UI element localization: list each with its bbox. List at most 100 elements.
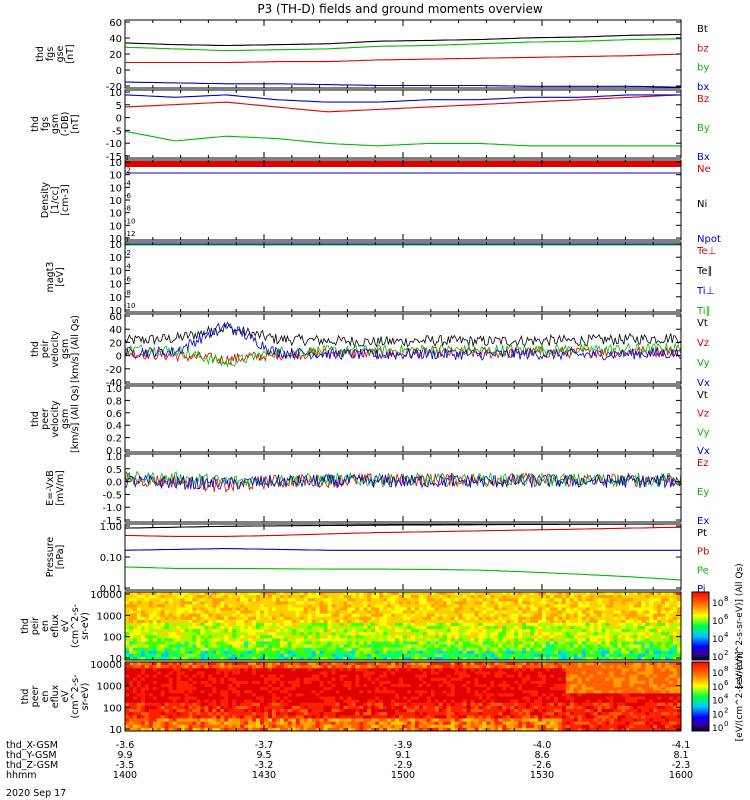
y-tick-exponent: -4	[124, 262, 132, 270]
panel-peir_en_eflux: 10000 1000 100 10 thd peir en eflux eV (cm^2-s-sr…	[20, 563, 745, 688]
legend-By: By	[697, 123, 710, 134]
y-tick-label: 60	[109, 312, 122, 323]
colorbar-tick-exponent: 2	[724, 649, 728, 657]
y-tick-exponent: -2	[124, 167, 131, 175]
y-axis-label: (cm^2-s-	[70, 675, 81, 719]
y-tick-label: 0.01	[100, 584, 122, 595]
y-axis-label: velocity	[50, 400, 61, 438]
y-tick-label: 20	[109, 338, 122, 349]
y-tick-label: 0.8	[106, 396, 122, 407]
y-tick-label: 0.4	[106, 421, 122, 432]
y-tick-label: 0	[116, 114, 122, 125]
y-tick-label: 100	[103, 633, 122, 644]
series-line-Pe	[124, 566, 682, 581]
series-line-Vx	[124, 321, 682, 361]
y-axis-label: [nPa]	[55, 545, 66, 570]
y-axis-label: en	[40, 691, 51, 703]
x-axis-row-label: thd_X-GSM	[6, 740, 58, 751]
y-tick-exponent: 0	[124, 236, 128, 244]
colorbar-tick: 10	[712, 669, 724, 679]
y-tick-label: -10	[106, 139, 122, 150]
y-tick-label: 10000	[90, 590, 122, 601]
y-tick-exponent: -12	[124, 230, 135, 238]
y-axis-label: [nT]	[65, 44, 76, 63]
y-tick-label: 10000	[90, 660, 122, 671]
legend-Vx: Vx	[697, 446, 710, 457]
legend-Ti∥: Ti∥	[696, 306, 711, 317]
y-tick-label: -5	[112, 126, 122, 137]
legend-Ne: Ne	[697, 164, 711, 175]
colorbar-tick: 10	[712, 683, 724, 693]
series-line-Bt	[124, 33, 681, 47]
y-tick-label: -0.5	[102, 490, 122, 501]
y-tick-label: 10	[109, 654, 122, 665]
y-axis-label: velocity	[50, 330, 61, 368]
legend-Vz: Vz	[697, 409, 709, 420]
legend-Bx: Bx	[697, 152, 710, 163]
x-axis-row-label: hhmm	[6, 770, 37, 781]
colorbar-tick: 10	[712, 635, 724, 645]
y-tick-label: 10	[109, 240, 122, 251]
y-axis-label: gsm	[50, 114, 61, 134]
colorbar-tick: 10	[712, 617, 724, 627]
y-tick-label: -20	[106, 82, 122, 93]
y-tick-label: 10	[109, 234, 122, 245]
y-tick-label: 20	[109, 50, 122, 61]
legend-Pi: Pi	[697, 584, 706, 595]
x-axis-value: -3.7	[255, 740, 274, 751]
y-axis-label: eV	[60, 619, 71, 632]
y-tick-label: 100	[103, 703, 122, 714]
colorbar-tick: 10	[712, 724, 724, 734]
x-axis-value: -3.6	[116, 740, 135, 751]
y-tick-label: 0.10	[100, 553, 122, 564]
series-line-Ey	[124, 470, 682, 488]
legend-Npot: Npot	[697, 234, 721, 245]
y-tick-exponent: -10	[124, 302, 135, 310]
x-axis-value: 9.9	[117, 750, 132, 761]
colorbar-tick-exponent: 2	[724, 706, 728, 714]
x-axis-value: 1530	[530, 770, 554, 781]
x-axis-value: -2.9	[394, 760, 413, 771]
y-axis-label: [mV/m]	[55, 470, 66, 506]
series-line-bz	[125, 53, 682, 64]
y-axis-label: sr-eV)	[80, 612, 91, 640]
y-tick-label: 10	[109, 280, 122, 291]
y-tick-label: 10	[109, 88, 122, 99]
y-tick-exponent: -6	[124, 276, 132, 284]
y-axis-label: peir	[40, 340, 51, 359]
legend-Ni: Ni	[697, 199, 707, 210]
panel-frame	[124, 19, 682, 89]
y-axis-label: Density	[40, 182, 51, 218]
legend-Vy: Vy	[697, 427, 710, 438]
y-tick-exponent: -2	[124, 249, 131, 257]
colorbar-tick: 10	[712, 710, 724, 720]
page-title: P3 (TH-D) fields and ground moments over…	[257, 2, 542, 16]
y-axis-label: (cm^2-s-	[70, 604, 81, 648]
panel-efield: 1.0 0.5 0.0-0.5 -1.0 -1.5 E=-VxB [mV/m] Ez Ey Ex	[45, 452, 709, 527]
colorbar-tick-exponent: 6	[724, 679, 729, 687]
y-tick-label: 1000	[97, 611, 122, 622]
y-tick-label: -1.0	[102, 503, 122, 514]
y-tick-label: 0.0	[106, 478, 122, 489]
y-axis-label: gsm	[60, 339, 71, 359]
y-tick-label: 1.0	[106, 452, 122, 463]
y-tick-label: -20	[106, 365, 122, 376]
x-axis-value: 8.6	[534, 750, 549, 761]
legend-Vz: Vz	[697, 338, 709, 349]
panel-pressure: 1.00 0.10 0.01 Pressure [nPa] Pt Pb Pe Pi	[45, 522, 709, 595]
colorbar-tick-exponent: 0	[724, 720, 728, 728]
x-axis-value: -3.2	[255, 760, 274, 771]
legend-Pe: Pe	[697, 565, 709, 576]
x-axis-row-label: thd_Y-GSM	[6, 750, 57, 761]
x-axis-value: 1430	[252, 770, 276, 781]
colorbar	[691, 661, 710, 732]
y-tick-label: 0	[116, 352, 122, 363]
colorbar-tick: 10	[712, 653, 724, 663]
panel-frame	[124, 89, 682, 159]
y-axis-label: fgs	[45, 47, 56, 61]
series-line-Pi	[124, 548, 681, 551]
